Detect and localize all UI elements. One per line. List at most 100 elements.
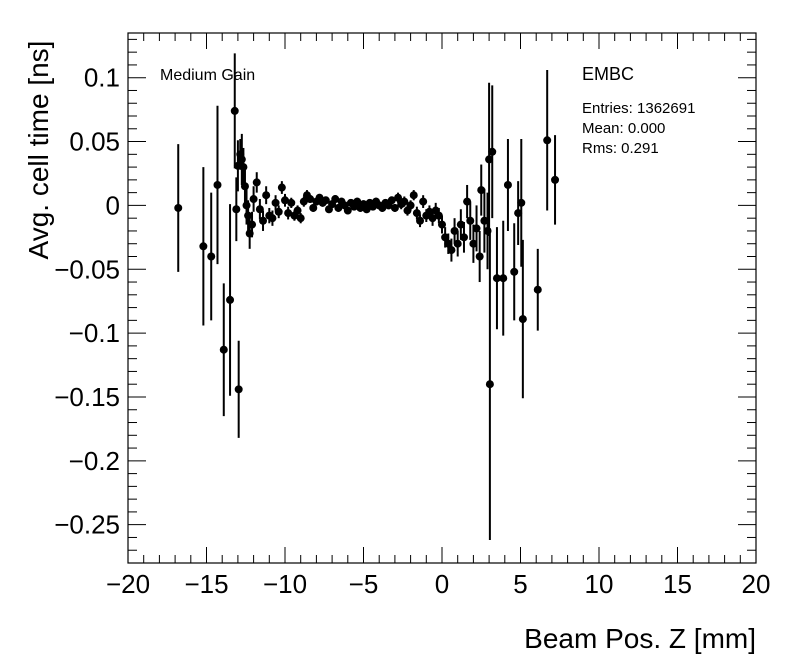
data-point	[390, 203, 399, 212]
stats-entries: Entries: 1362691	[582, 100, 695, 117]
data-point	[459, 233, 468, 242]
data-point	[174, 203, 183, 212]
x-tick-label: 15	[663, 569, 692, 599]
data-point	[239, 163, 248, 172]
data-point	[281, 196, 289, 205]
data-point	[219, 345, 228, 354]
data-point	[503, 180, 512, 189]
y-tick-label: −0.2	[69, 446, 120, 476]
data-point	[306, 195, 315, 204]
data-points	[174, 106, 560, 394]
data-point	[517, 198, 526, 207]
y-tick-label: −0.25	[54, 510, 120, 540]
data-point	[362, 205, 371, 214]
data-point	[274, 207, 283, 216]
data-point	[510, 267, 519, 276]
data-point	[245, 229, 254, 238]
data-point	[271, 198, 280, 207]
data-point	[400, 197, 409, 206]
data-point	[475, 252, 484, 261]
data-point	[207, 252, 216, 261]
data-point	[321, 196, 330, 205]
data-point	[213, 180, 222, 189]
data-point	[394, 193, 403, 202]
data-point	[477, 186, 486, 195]
region-label: EMBC	[582, 64, 634, 84]
data-point	[551, 175, 560, 184]
data-point	[485, 155, 494, 164]
data-point	[244, 211, 253, 220]
tick-labels: −20 −15 −10 −5 0 5 10 15 20 0.1 0.05 0 −0.05 −0.1 −0.1…	[54, 63, 770, 599]
data-point	[488, 147, 497, 156]
data-point	[299, 197, 308, 206]
data-point	[425, 207, 434, 216]
data-point	[232, 205, 241, 214]
x-tick-label: −10	[263, 569, 307, 599]
data-point	[456, 220, 465, 229]
stats-mean: Mean: 0.000	[582, 120, 665, 137]
data-point	[441, 233, 450, 242]
data-point	[259, 216, 268, 225]
y-tick-label: 0.05	[69, 127, 120, 157]
x-tick-label: −5	[349, 569, 379, 599]
data-point	[226, 295, 235, 304]
data-point	[453, 239, 462, 248]
data-point	[293, 206, 302, 215]
x-axis-title: Beam Pos. Z [mm]	[524, 623, 756, 654]
data-point	[248, 220, 257, 229]
x-tick-label: 20	[742, 569, 771, 599]
data-point	[284, 209, 293, 218]
data-point	[447, 246, 456, 255]
data-point	[485, 380, 494, 389]
data-point	[230, 106, 239, 115]
x-tick-label: 10	[585, 569, 614, 599]
x-tick-label: 5	[513, 569, 527, 599]
plot-frame	[127, 32, 757, 564]
data-point	[406, 201, 415, 210]
data-point	[331, 195, 340, 204]
data-point	[450, 226, 459, 235]
y-tick-label: −0.1	[69, 318, 120, 348]
data-point	[296, 214, 305, 223]
data-point	[353, 197, 362, 206]
data-point	[428, 214, 437, 223]
stats-rms: Rms: 0.291	[582, 140, 659, 157]
data-point	[277, 183, 286, 192]
data-point	[543, 136, 552, 145]
data-point	[444, 239, 453, 248]
data-point	[499, 274, 508, 283]
data-point	[262, 191, 271, 200]
data-point	[514, 209, 523, 218]
data-point	[492, 274, 501, 283]
data-point	[416, 216, 425, 225]
data-point	[466, 216, 475, 225]
y-axis-title: Avg. cell time [ns]	[23, 41, 54, 260]
y-tick-label: −0.05	[54, 254, 120, 284]
data-point	[533, 285, 542, 294]
data-point	[518, 315, 527, 324]
data-point	[472, 224, 481, 233]
data-point	[469, 239, 478, 248]
data-point	[255, 205, 264, 214]
gain-label: Medium Gain	[160, 67, 255, 84]
data-point	[240, 182, 249, 191]
y-tick-label: −0.15	[54, 382, 120, 412]
data-point	[287, 198, 296, 207]
data-point	[199, 242, 208, 251]
x-tick-label: −20	[106, 569, 150, 599]
data-point	[237, 155, 246, 164]
data-point	[249, 195, 258, 204]
data-point	[268, 214, 277, 223]
data-point	[419, 197, 428, 206]
y-tick-label: 0	[106, 190, 120, 220]
data-point	[483, 226, 492, 235]
data-point	[309, 203, 318, 212]
data-point	[387, 196, 396, 205]
data-point	[463, 197, 472, 206]
data-point	[434, 211, 443, 220]
y-tick-label: 0.1	[84, 63, 120, 93]
data-point	[409, 191, 418, 200]
data-point	[334, 203, 343, 212]
x-tick-label: −15	[184, 569, 228, 599]
